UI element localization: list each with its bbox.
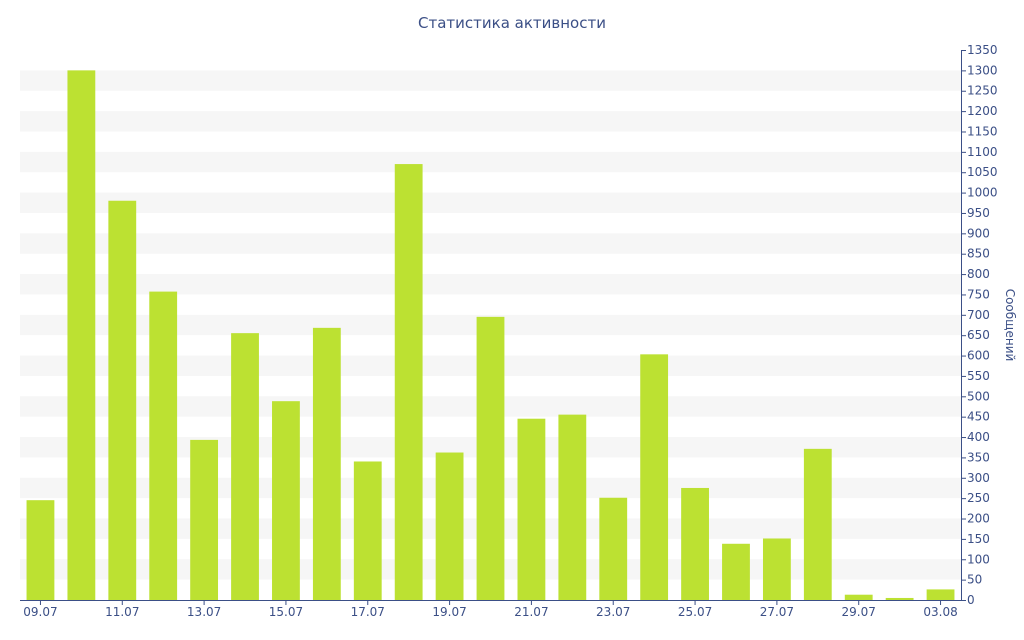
bar-25.07[interactable] [681,487,709,600]
x-axis-ticks: 09.07 11.07 13.07 15.07 17.07 19.07 21.07 23.07… [23,600,958,619]
x-tick-label: 15.07 [269,605,303,619]
y-tick-label: 400 [967,430,990,444]
y-tick-label: 1100 [967,145,998,159]
bar-03.08[interactable] [926,589,955,600]
chart-title: Статистика активности [418,14,606,32]
axes [20,50,962,601]
bar-19.07[interactable] [435,452,464,600]
bar-10.07[interactable] [67,70,96,601]
y-tick-label: 600 [967,349,990,363]
x-tick-label: 13.07 [187,605,221,619]
y-tick-label: 1250 [967,84,998,98]
bar-15.07[interactable] [272,401,300,600]
bars [26,70,955,601]
x-tick-label: 09.07 [23,605,57,619]
y-tick-label: 50 [967,573,982,587]
bar-26.07[interactable] [722,543,750,600]
bar-17.07[interactable] [353,461,382,600]
bar-14.07[interactable] [231,333,259,600]
y-tick-label: 1300 [967,63,998,77]
bar-27.07[interactable] [762,538,791,600]
bar-29.07[interactable] [844,594,873,600]
bar-24.07[interactable] [640,354,669,600]
bar-11.07[interactable] [108,200,137,601]
x-tick-label: 17.07 [351,605,385,619]
grid-band [20,274,961,295]
y-tick-label: 1150 [967,124,998,138]
grid-band [20,192,961,213]
x-tick-label: 29.07 [842,605,876,619]
bar-30.07[interactable] [885,597,914,600]
y-axis-ticks: 0 50 100 150 200 250 300 350 400 450 500 550 600 650 7… [961,43,998,607]
bar-13.07[interactable] [190,439,219,600]
grid-band [20,151,961,173]
grid-band [20,111,961,132]
y-tick-label: 500 [967,389,990,403]
x-tick-label: 11.07 [105,605,139,619]
x-tick-label: 25.07 [678,605,712,619]
y-tick-label: 450 [967,410,990,424]
y-tick-label: 1000 [967,186,998,200]
y-tick-label: 550 [967,369,990,383]
y-tick-label: 300 [967,471,990,485]
bar-12.07[interactable] [149,291,178,600]
bar-22.07[interactable] [558,414,587,600]
bar-16.07[interactable] [312,327,341,600]
y-tick-label: 700 [967,308,990,322]
bar-20.07[interactable] [476,316,505,600]
x-tick-label: 27.07 [760,605,794,619]
y-tick-label: 250 [967,491,990,505]
x-tick-label: 03.08 [923,605,957,619]
y-tick-label: 950 [967,206,990,220]
bar-18.07[interactable] [394,164,423,600]
bar-28.07[interactable] [803,448,832,600]
grid-band [20,70,961,91]
y-tick-label: 1200 [967,104,998,118]
y-tick-label: 350 [967,450,990,464]
y-tick-label: 750 [967,287,990,301]
y-axis-label: Сообщений [1003,289,1017,362]
bar-23.07[interactable] [599,497,628,600]
y-tick-label: 1350 [967,43,998,57]
y-tick-label: 1050 [967,165,998,179]
y-tick-label: 150 [967,532,990,546]
y-tick-label: 0 [967,593,975,607]
x-tick-label: 21.07 [514,605,548,619]
y-tick-label: 200 [967,512,990,526]
grid-band [20,233,961,254]
y-tick-label: 800 [967,267,990,281]
x-tick-label: 19.07 [432,605,466,619]
y-tick-label: 850 [967,247,990,261]
bar-09.07[interactable] [26,500,55,600]
y-tick-label: 650 [967,328,990,342]
x-tick-label: 23.07 [596,605,630,619]
bar-21.07[interactable] [517,418,546,600]
y-tick-label: 100 [967,552,990,566]
y-tick-label: 900 [967,226,990,240]
